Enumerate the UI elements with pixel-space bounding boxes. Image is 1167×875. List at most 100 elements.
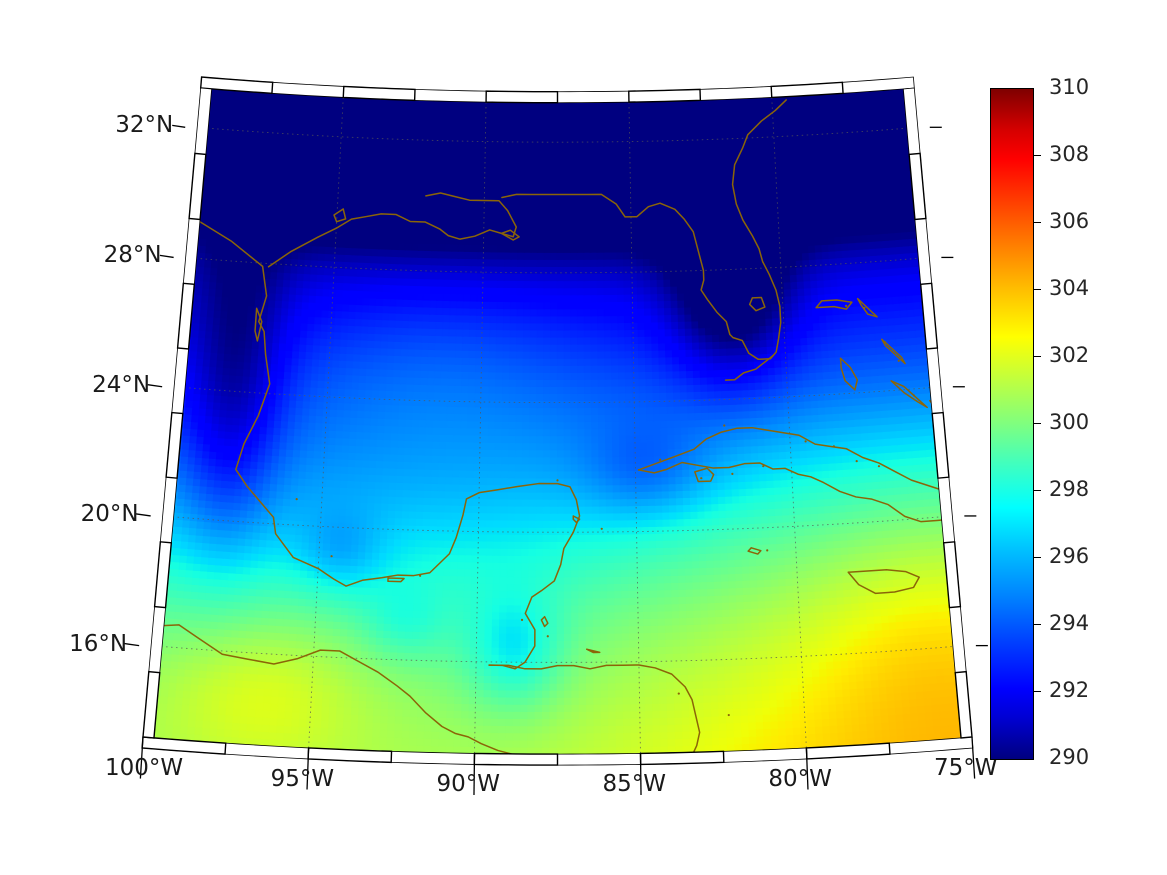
field-cell: [564, 710, 573, 720]
field-cell: [535, 547, 545, 557]
field-cell: [571, 682, 581, 691]
field-cell: [534, 703, 544, 713]
field-cell: [534, 674, 544, 684]
field-cell: [527, 681, 537, 691]
field-cell: [528, 582, 537, 592]
field-cell: [549, 547, 559, 557]
field-cell: [564, 682, 573, 691]
field-cell: [542, 554, 552, 564]
field-cell: [578, 582, 587, 592]
field-cell: [541, 724, 551, 734]
field-cell: [564, 689, 573, 698]
field-cell: [563, 611, 573, 620]
field-cell: [535, 568, 545, 578]
field-cell: [549, 674, 559, 684]
field-cell: [542, 519, 552, 528]
field-cell: [549, 604, 559, 613]
field-cell: [578, 625, 588, 634]
field-cell: [578, 689, 588, 698]
field-cell: [535, 512, 545, 521]
field-cell: [556, 604, 566, 613]
field-cell: [563, 554, 573, 564]
field-cell: [578, 561, 587, 571]
field-cell: [542, 441, 552, 451]
field-cell: [570, 568, 580, 578]
field-cell: [578, 738, 588, 748]
field-cell: [520, 674, 530, 684]
field-cell: [542, 703, 551, 713]
field-cell: [542, 696, 551, 705]
field-cell: [535, 491, 545, 500]
field-cell: [563, 561, 573, 571]
field-cell: [527, 731, 537, 741]
field-cell: [571, 596, 580, 606]
field-cell: [528, 547, 537, 557]
field-cell: [549, 533, 559, 543]
field-cell: [542, 682, 551, 691]
field-cell: [556, 618, 566, 627]
field-cell: [520, 646, 530, 656]
field-cell: [534, 689, 544, 698]
field-cell: [556, 689, 566, 698]
field-cell: [564, 653, 573, 663]
field-cell: [542, 575, 552, 585]
field-cell: [556, 710, 566, 720]
field-cell: [571, 618, 580, 627]
field-cell: [571, 674, 581, 684]
field-cell: [549, 710, 559, 720]
field-cell: [534, 724, 544, 734]
field-cell: [549, 484, 559, 493]
field-cell: [556, 632, 566, 642]
field-cell: [535, 554, 545, 564]
field-cell: [535, 540, 545, 550]
field-cell: [585, 681, 595, 691]
field-cell: [528, 540, 538, 550]
field-cell: [578, 717, 588, 727]
field-cell: [571, 632, 580, 641]
field-cell: [578, 731, 588, 741]
field-cell: [571, 582, 580, 592]
field-cell: [527, 703, 537, 712]
field-cell: [571, 710, 581, 720]
field-cell: [535, 519, 545, 528]
field-cell: [570, 554, 580, 564]
field-cell: [563, 491, 573, 500]
field-cell: [563, 547, 573, 557]
field-cell: [571, 646, 581, 656]
field-cell: [570, 540, 580, 550]
field-cell: [542, 639, 552, 649]
field-cell: [563, 505, 573, 514]
field-cell: [549, 491, 559, 500]
field-cell: [586, 717, 596, 727]
field-cell: [578, 618, 588, 627]
field-cell: [578, 646, 588, 656]
field-cell: [556, 625, 566, 634]
field-cell: [549, 554, 559, 564]
field-cell: [542, 505, 552, 514]
field-cell: [578, 724, 588, 734]
field-cell: [578, 653, 588, 663]
field-cell: [563, 646, 573, 656]
field-cell: [542, 462, 552, 472]
field-cell: [528, 568, 537, 578]
field-cell: [519, 738, 529, 748]
field-cell: [556, 448, 566, 458]
field-cell: [519, 710, 529, 720]
field-cell: [549, 611, 559, 620]
field-cell: [578, 639, 588, 649]
field-cell: [556, 526, 566, 535]
field-cell: [542, 533, 552, 543]
field-cell: [578, 611, 588, 620]
field-cell: [586, 724, 596, 734]
field-cell: [578, 710, 588, 720]
field-cell: [549, 646, 559, 656]
field-cell: [528, 526, 538, 535]
field-cell: [549, 597, 559, 606]
field-cell: [549, 540, 559, 550]
field-cell: [571, 589, 580, 599]
field-cell: [528, 533, 538, 542]
field-cell: [549, 746, 559, 755]
field-cell: [549, 441, 559, 451]
field-cell: [542, 512, 552, 521]
field-cell: [556, 646, 566, 656]
